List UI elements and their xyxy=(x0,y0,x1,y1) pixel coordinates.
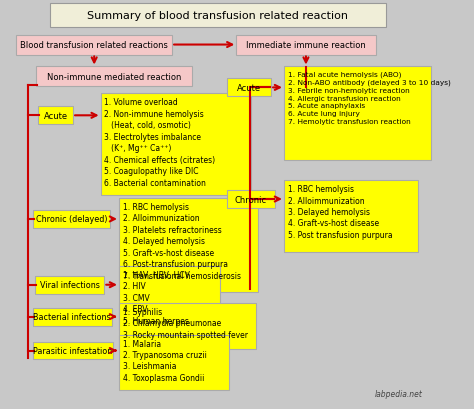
Text: Acute: Acute xyxy=(237,84,261,93)
FancyBboxPatch shape xyxy=(236,36,375,55)
Text: 1. Malaria
2. Trypanosoma cruzii
3. Leishmania
4. Toxoplasma Gondii: 1. Malaria 2. Trypanosoma cruzii 3. Leis… xyxy=(123,339,207,382)
Text: 1. HAV, HBV, HCV
2. HIV
3. CMV
4. EBV
5. Human herpes: 1. HAV, HBV, HCV 2. HIV 3. CMV 4. EBV 5.… xyxy=(123,270,190,325)
FancyBboxPatch shape xyxy=(227,79,271,97)
Text: Blood transfusion related reactions: Blood transfusion related reactions xyxy=(20,41,168,50)
FancyBboxPatch shape xyxy=(36,67,192,87)
Text: Summary of blood transfusion related reaction: Summary of blood transfusion related rea… xyxy=(87,11,348,20)
Text: Non-immune mediated reaction: Non-immune mediated reaction xyxy=(47,73,182,82)
Text: Viral infections: Viral infections xyxy=(39,281,100,290)
Text: 1. Volume overload
2. Non-immune hemolysis
   (Heat, cold, osmotic)
3. Electroly: 1. Volume overload 2. Non-immune hemolys… xyxy=(104,98,215,187)
Text: 1. RBC hemolysis
2. Alloimmunization
3. Delayed hemolysis
4. Graft-vs-host disea: 1. RBC hemolysis 2. Alloimmunization 3. … xyxy=(288,184,392,239)
FancyBboxPatch shape xyxy=(119,303,256,348)
Text: Chronic: Chronic xyxy=(235,195,267,204)
FancyBboxPatch shape xyxy=(38,107,73,125)
FancyBboxPatch shape xyxy=(227,191,275,209)
FancyBboxPatch shape xyxy=(50,4,386,27)
FancyBboxPatch shape xyxy=(100,94,251,196)
FancyBboxPatch shape xyxy=(35,276,104,294)
FancyBboxPatch shape xyxy=(16,36,172,55)
FancyBboxPatch shape xyxy=(33,211,110,228)
Text: Acute: Acute xyxy=(44,112,68,121)
FancyBboxPatch shape xyxy=(119,198,258,292)
FancyBboxPatch shape xyxy=(284,67,430,161)
FancyBboxPatch shape xyxy=(33,308,111,326)
Text: Bacterial infections: Bacterial infections xyxy=(33,312,111,321)
Text: 1. RBC hemolysis
2. Alloimmunization
3. Platelets refractoriness
4. Delayed hemo: 1. RBC hemolysis 2. Alloimmunization 3. … xyxy=(123,202,241,280)
FancyBboxPatch shape xyxy=(119,335,229,391)
FancyBboxPatch shape xyxy=(33,342,113,360)
FancyBboxPatch shape xyxy=(119,266,220,330)
Text: 1. Syphilis
2. Chlamydia pneumonae
3. Rocky mountain spotted fever: 1. Syphilis 2. Chlamydia pneumonae 3. Ro… xyxy=(123,307,247,339)
FancyBboxPatch shape xyxy=(284,181,418,252)
Text: Parasitic infestation: Parasitic infestation xyxy=(34,346,113,355)
Text: 1. Fatal acute hemolysis (ABO)
2. Non-ABO antibody (delayed 3 to 10 days)
3. Feb: 1. Fatal acute hemolysis (ABO) 2. Non-AB… xyxy=(288,71,450,125)
Text: Immediate immune reaction: Immediate immune reaction xyxy=(246,41,366,50)
Text: Chronic (delayed): Chronic (delayed) xyxy=(36,215,107,224)
Text: labpedia.net: labpedia.net xyxy=(374,389,422,398)
